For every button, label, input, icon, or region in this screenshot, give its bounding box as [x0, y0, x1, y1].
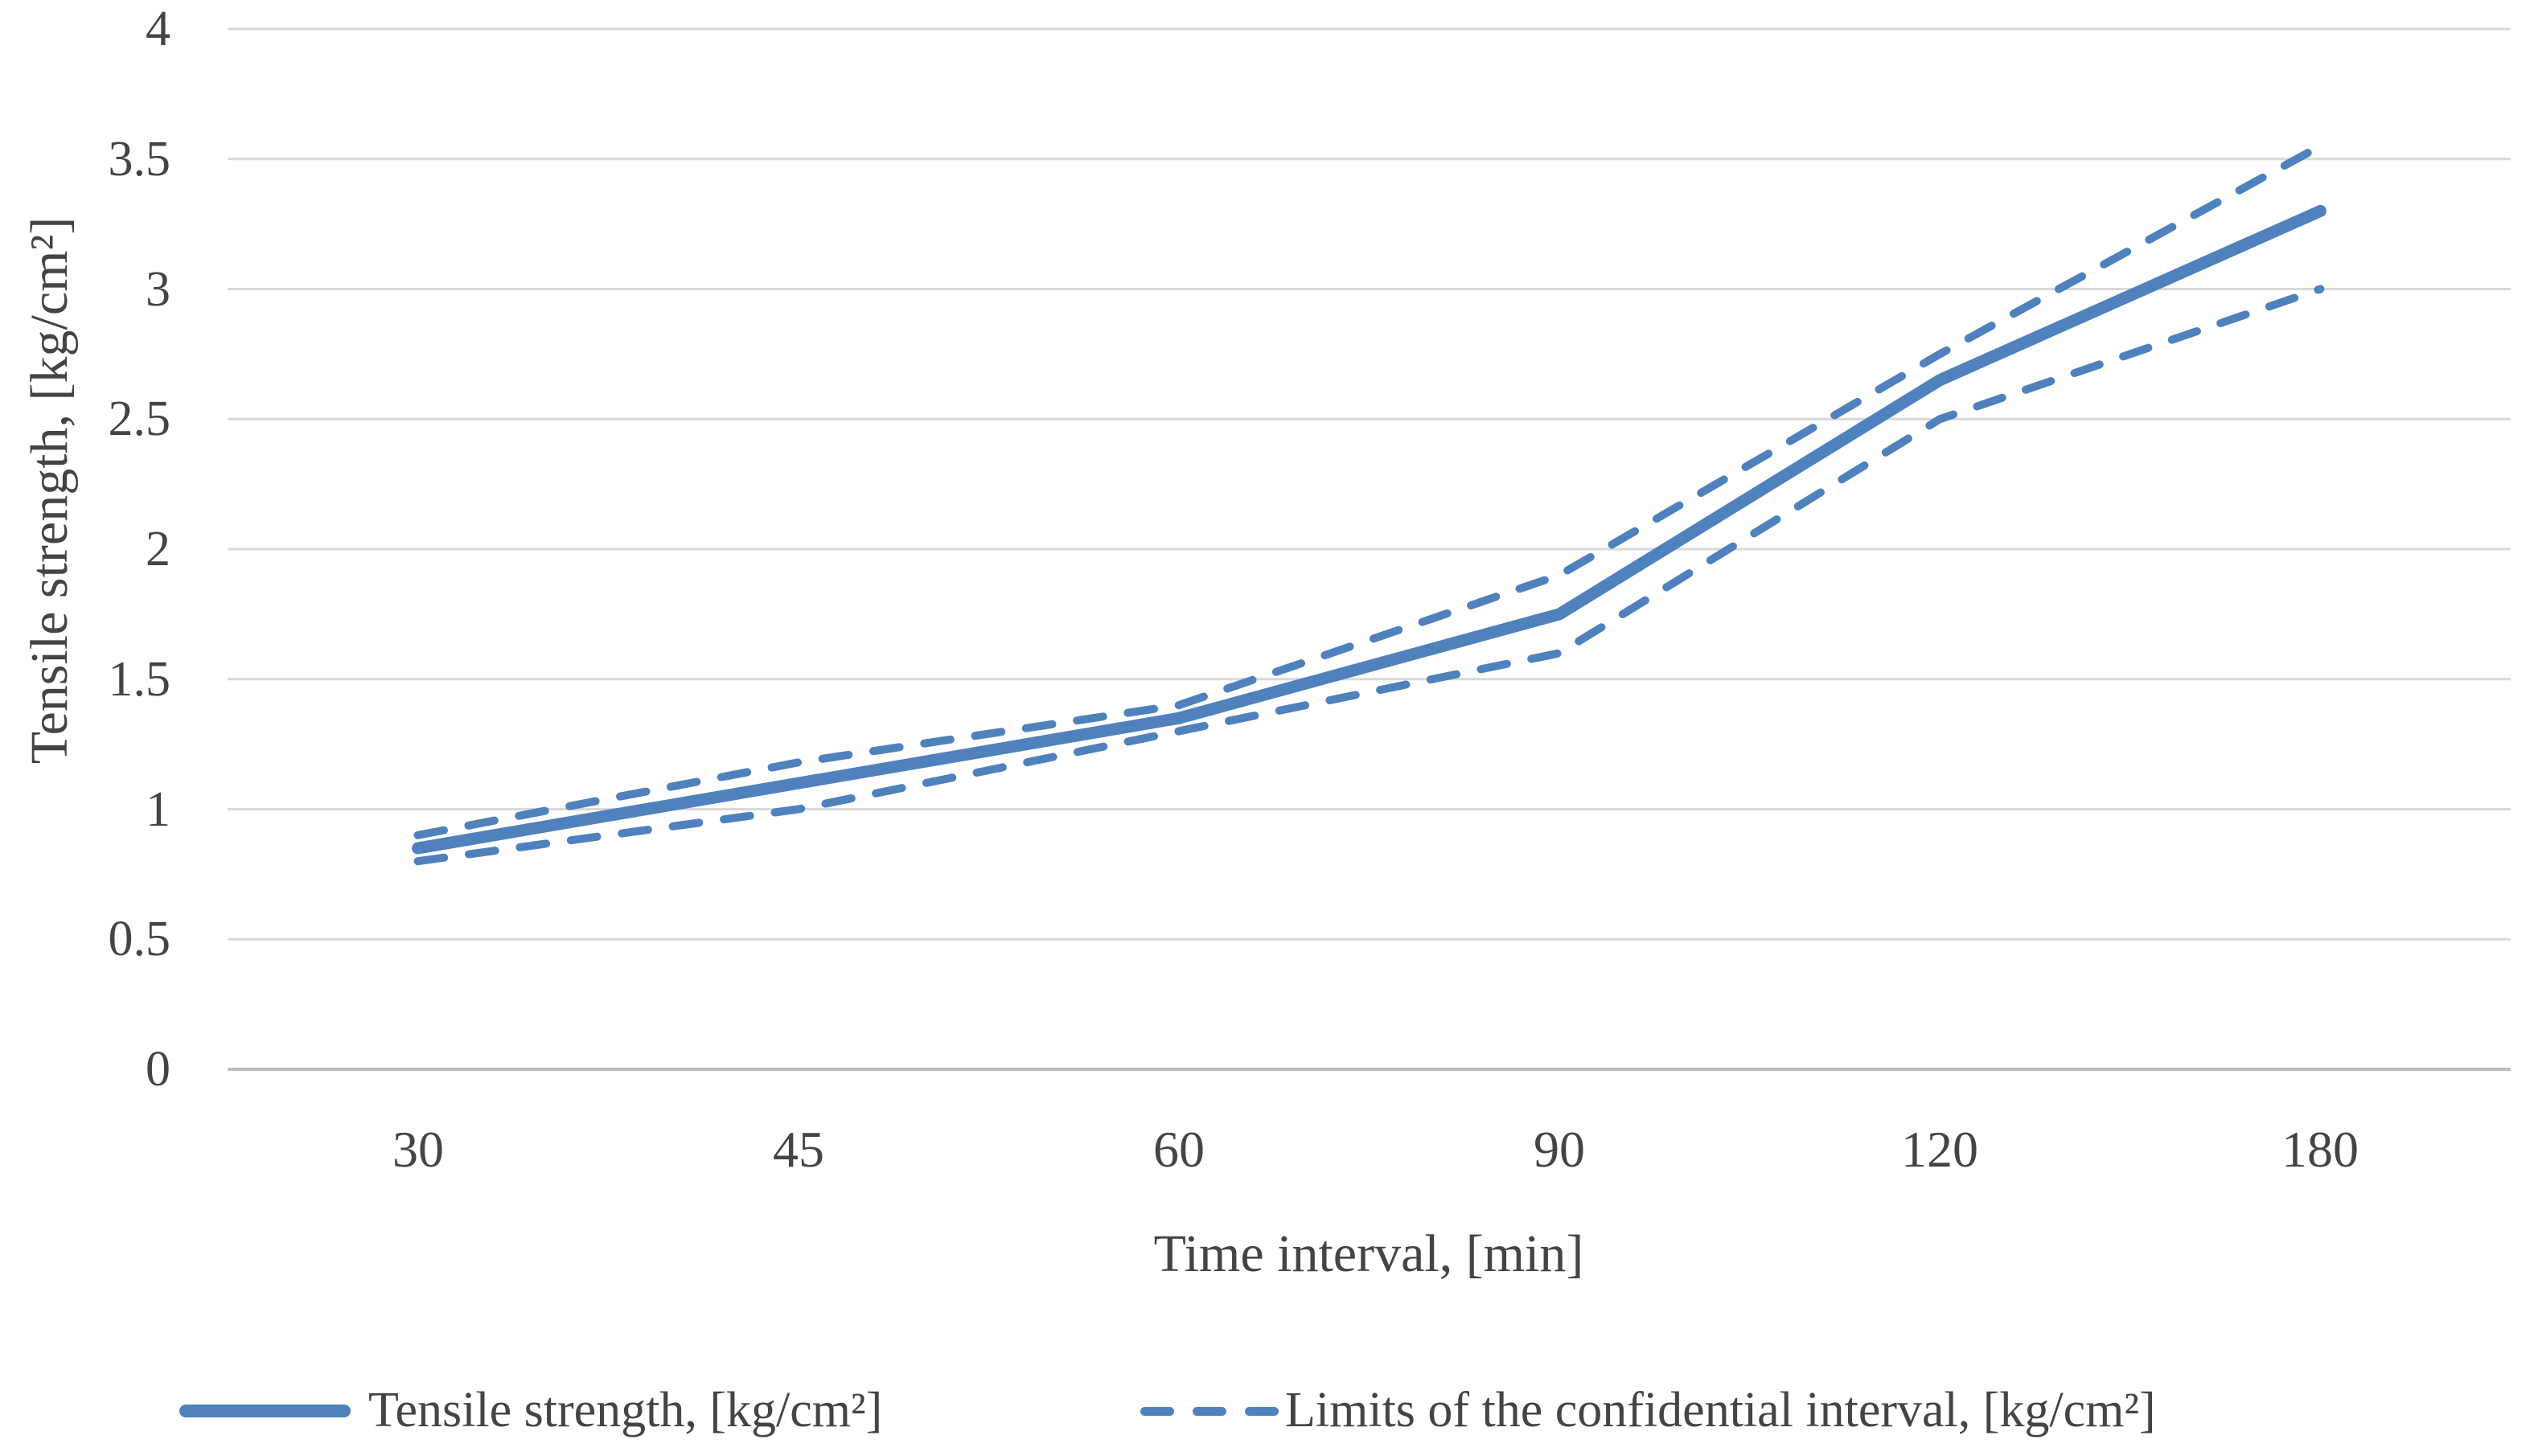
y-axis-tick-label: 4	[146, 2, 170, 56]
x-axis-tick-label: 180	[2281, 1121, 2359, 1178]
y-axis-tick-label: 1.5	[108, 652, 171, 707]
y-axis-tick-label: 2	[146, 522, 170, 576]
y-axis-tick-label: 0	[146, 1042, 170, 1097]
x-axis-tick-label: 60	[1153, 1121, 1205, 1178]
legend-dash	[1245, 1407, 1279, 1416]
y-axis-tick-label: 0.5	[108, 912, 171, 966]
legend-dashed-line-sample	[1140, 1407, 1279, 1416]
y-axis-tick-label: 3.5	[108, 132, 171, 187]
x-axis-tick-label: 90	[1534, 1121, 1585, 1178]
series-line-ci-upper	[413, 141, 2325, 839]
x-axis-tick-label: 120	[1901, 1121, 1978, 1178]
x-axis-title: Time interval, [min]	[1153, 1224, 1584, 1283]
y-axis-tick-label: 1	[146, 782, 170, 837]
legend-solid-line-sample	[179, 1405, 351, 1417]
series-line-ci-lower	[413, 285, 2325, 866]
legend-label-confidential-interval: Limits of the confidential interval, [kg…	[1285, 1383, 2156, 1438]
legend-dash	[1193, 1407, 1226, 1416]
series-line-tensile-strength	[412, 204, 2327, 855]
legend-dash	[1140, 1407, 1174, 1416]
y-axis-tick-label: 2.5	[108, 392, 171, 446]
x-axis-tick-label: 45	[773, 1121, 824, 1178]
legend-label-tensile-strength: Tensile strength, [kg/cm²]	[368, 1383, 883, 1438]
x-axis-tick-label: 30	[392, 1121, 444, 1178]
y-axis-tick-label: 3	[146, 262, 170, 317]
